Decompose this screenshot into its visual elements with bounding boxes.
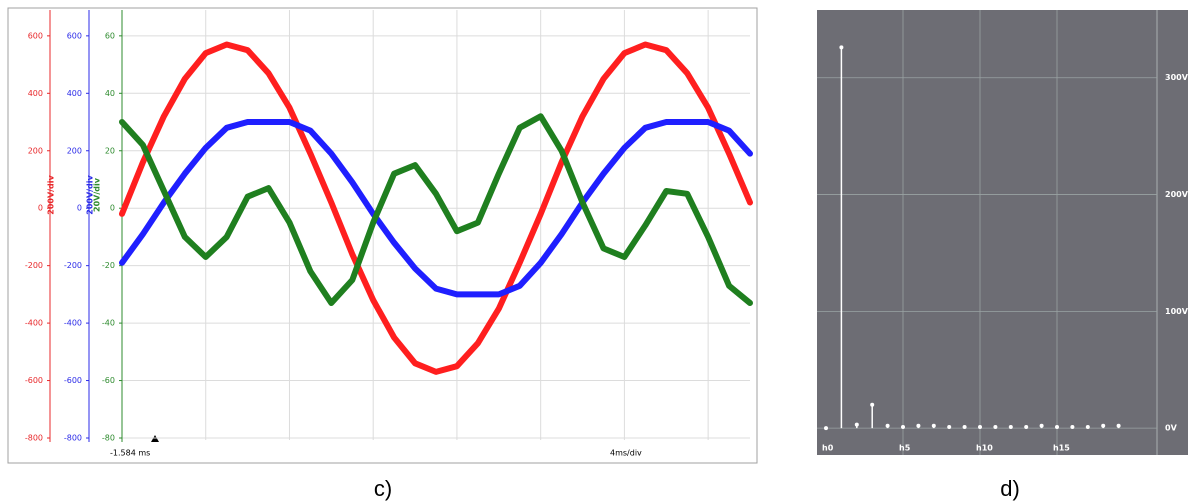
y-tick-label: 200	[67, 146, 82, 155]
stem	[978, 424, 982, 429]
stem	[885, 423, 890, 429]
stem	[870, 402, 875, 429]
stem	[947, 424, 952, 429]
stem-marker	[978, 424, 982, 429]
stem	[1024, 424, 1029, 429]
y-tick-label: -80	[102, 434, 115, 443]
stem	[1116, 423, 1121, 429]
y-tick-label: -200	[25, 261, 43, 270]
y-tick-label: -200	[64, 261, 82, 270]
x-tick-label: h15	[1053, 444, 1070, 453]
stem	[1101, 423, 1106, 429]
stem-marker	[947, 424, 952, 429]
y-axis-label: 200V/div	[47, 174, 56, 214]
annotation: 4ms/div	[610, 449, 642, 458]
y-tick-label: -400	[64, 319, 82, 328]
y-tick-label: 400	[28, 89, 43, 98]
y-tick-label: -400	[25, 319, 43, 328]
series-line	[119, 41, 753, 375]
y-tick-label: 600	[67, 31, 82, 40]
stem-marker	[1039, 423, 1044, 428]
stem-marker	[839, 45, 844, 50]
y-tick-label: -600	[64, 376, 82, 385]
stem-marker	[824, 426, 828, 431]
y-tick-label: -40	[102, 319, 115, 328]
stem	[1070, 424, 1075, 429]
y-tick-label: 20	[105, 146, 115, 155]
y-tick-label: -60	[102, 376, 115, 385]
stem-marker	[870, 402, 875, 407]
x-tick-label: h5	[899, 444, 911, 453]
series-line	[119, 113, 753, 306]
stem	[839, 45, 844, 429]
stem	[931, 423, 936, 429]
y-tick-label: 300V	[1165, 73, 1189, 82]
stem-marker	[901, 424, 905, 429]
stem-marker	[931, 423, 936, 428]
stem-marker	[1101, 423, 1106, 428]
annotation: -1.584 ms	[110, 449, 150, 458]
y-tick-label: 100V	[1165, 307, 1189, 316]
y-tick-label: -800	[25, 434, 43, 443]
caption: d)	[1000, 476, 1020, 501]
panel-c-frame	[7, 7, 758, 464]
y-tick-label: 40	[105, 89, 115, 98]
y-tick-label: -600	[25, 376, 43, 385]
stem	[993, 424, 998, 429]
stem-marker	[1008, 424, 1013, 429]
stem-marker	[885, 423, 890, 428]
panel-d-frame	[817, 10, 1188, 455]
y-tick-label: 600	[28, 31, 43, 40]
stem	[1008, 424, 1013, 429]
x-tick-label: h0	[822, 444, 834, 453]
stem	[854, 422, 859, 429]
stem	[1085, 424, 1090, 429]
stem	[962, 424, 967, 429]
y-tick-label: -800	[64, 434, 82, 443]
stem	[824, 426, 828, 431]
stem	[1039, 423, 1044, 429]
stem-marker	[1085, 424, 1090, 429]
series-line	[119, 119, 753, 298]
stem-marker	[854, 422, 859, 427]
y-tick-label: 400	[67, 89, 82, 98]
stem	[1055, 424, 1059, 429]
x-tick-label: h10	[976, 444, 993, 453]
y-tick-label: 0	[110, 204, 115, 213]
y-axis-label: 200V/div	[86, 174, 95, 214]
stem	[916, 423, 921, 429]
y-axis-label: 20V/div	[93, 177, 102, 212]
stem-marker	[1055, 424, 1059, 429]
stem-marker	[993, 424, 998, 429]
caption: c)	[374, 476, 392, 501]
stem	[901, 424, 905, 429]
stem-marker	[1070, 424, 1075, 429]
stem-marker	[1116, 423, 1121, 428]
y-tick-label: -20	[102, 261, 115, 270]
stem-marker	[916, 423, 921, 428]
y-tick-label: 0	[38, 204, 43, 213]
stem-marker	[962, 424, 967, 429]
y-tick-label: 60	[105, 31, 115, 40]
y-tick-label: 200V	[1165, 190, 1189, 199]
y-tick-label: 0	[77, 204, 82, 213]
y-tick-label: 0V	[1165, 424, 1178, 433]
stem-marker	[1024, 424, 1029, 429]
y-tick-label: 200	[28, 146, 43, 155]
